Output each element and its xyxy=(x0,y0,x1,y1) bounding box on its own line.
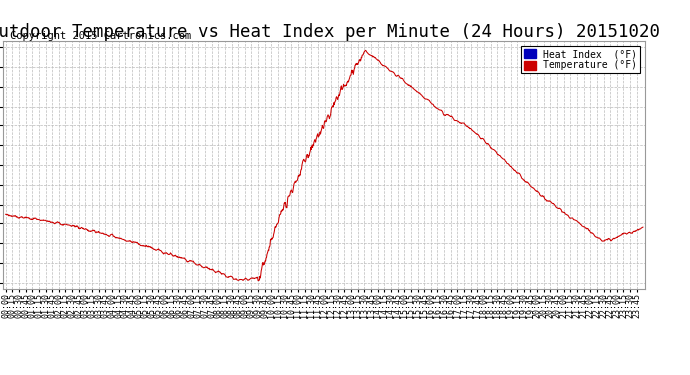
Title: Outdoor Temperature vs Heat Index per Minute (24 Hours) 20151020: Outdoor Temperature vs Heat Index per Mi… xyxy=(0,23,660,41)
Legend: Heat Index  (°F), Temperature (°F): Heat Index (°F), Temperature (°F) xyxy=(521,46,640,74)
Text: Copyright 2015 Cartronics.com: Copyright 2015 Cartronics.com xyxy=(10,32,192,41)
